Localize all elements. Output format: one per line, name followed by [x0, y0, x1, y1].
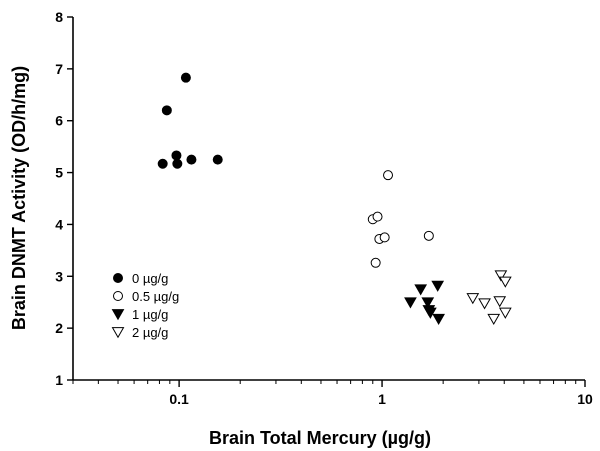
y-tick-label: 8	[55, 9, 63, 25]
x-ticks: 0.1 1 10	[72, 380, 593, 407]
data-point	[493, 296, 507, 308]
data-point	[404, 297, 417, 309]
legend-label: 1 µg/g	[132, 307, 168, 322]
legend-label: 0 µg/g	[132, 271, 168, 286]
series-1	[367, 170, 434, 268]
data-point	[424, 307, 437, 319]
legend-label: 0.5 µg/g	[132, 289, 179, 304]
data-point	[171, 150, 182, 161]
data-point	[379, 232, 390, 243]
y-tick-label: 2	[55, 320, 63, 336]
legend-item: 0.5 µg/g	[113, 289, 179, 304]
data-point	[494, 270, 508, 282]
data-point	[421, 297, 435, 309]
data-point	[423, 230, 434, 241]
legend-label: 2 µg/g	[132, 325, 168, 340]
data-point	[498, 307, 512, 319]
data-point	[498, 276, 512, 288]
legend-item: 2 µg/g	[111, 325, 168, 340]
y-tick-label: 6	[55, 113, 63, 129]
legend-marker	[111, 327, 125, 339]
data-point	[431, 280, 445, 292]
data-point	[212, 154, 223, 165]
data-point	[161, 105, 172, 116]
y-tick-label: 5	[55, 165, 63, 181]
y-tick-label: 1	[55, 372, 63, 388]
y-tick-label: 7	[55, 61, 63, 77]
data-point	[370, 257, 381, 268]
y-ticks: 1 2 3 4 5 6 7 8	[55, 9, 73, 388]
data-point	[414, 284, 428, 296]
x-tick-label: 0.1	[169, 391, 189, 407]
data-point	[383, 170, 394, 181]
data-point	[466, 293, 480, 305]
data-point	[172, 158, 183, 169]
data-point	[180, 72, 191, 83]
legend-marker	[111, 309, 125, 321]
series-2	[404, 280, 445, 326]
y-tick-label: 3	[55, 268, 63, 284]
legend-item: 0 µg/g	[113, 271, 168, 286]
legend: 0 µg/g 0.5 µg/g 1 µg/g 2 µg/g	[111, 271, 179, 340]
y-tick-label: 4	[55, 216, 63, 232]
legend-item: 1 µg/g	[111, 307, 168, 322]
x-tick-label: 1	[378, 391, 386, 407]
data-point	[157, 158, 168, 169]
data-point	[487, 313, 501, 326]
legend-marker	[113, 291, 123, 301]
data-points	[157, 72, 512, 326]
data-point	[372, 211, 383, 222]
data-point	[186, 154, 197, 165]
series-3	[466, 270, 512, 326]
y-axis-label: Brain DNMT Activity (OD/h/mg)	[9, 66, 29, 330]
data-point	[432, 313, 445, 326]
data-point	[478, 298, 491, 310]
x-axis-label: Brain Total Mercury (µg/g)	[209, 428, 431, 448]
legend-marker	[113, 273, 123, 283]
plot-area: 1 2 3 4 5 6 7 8 0.1 1 10	[55, 9, 593, 407]
x-tick-label: 10	[577, 391, 593, 407]
series-0	[157, 72, 223, 169]
